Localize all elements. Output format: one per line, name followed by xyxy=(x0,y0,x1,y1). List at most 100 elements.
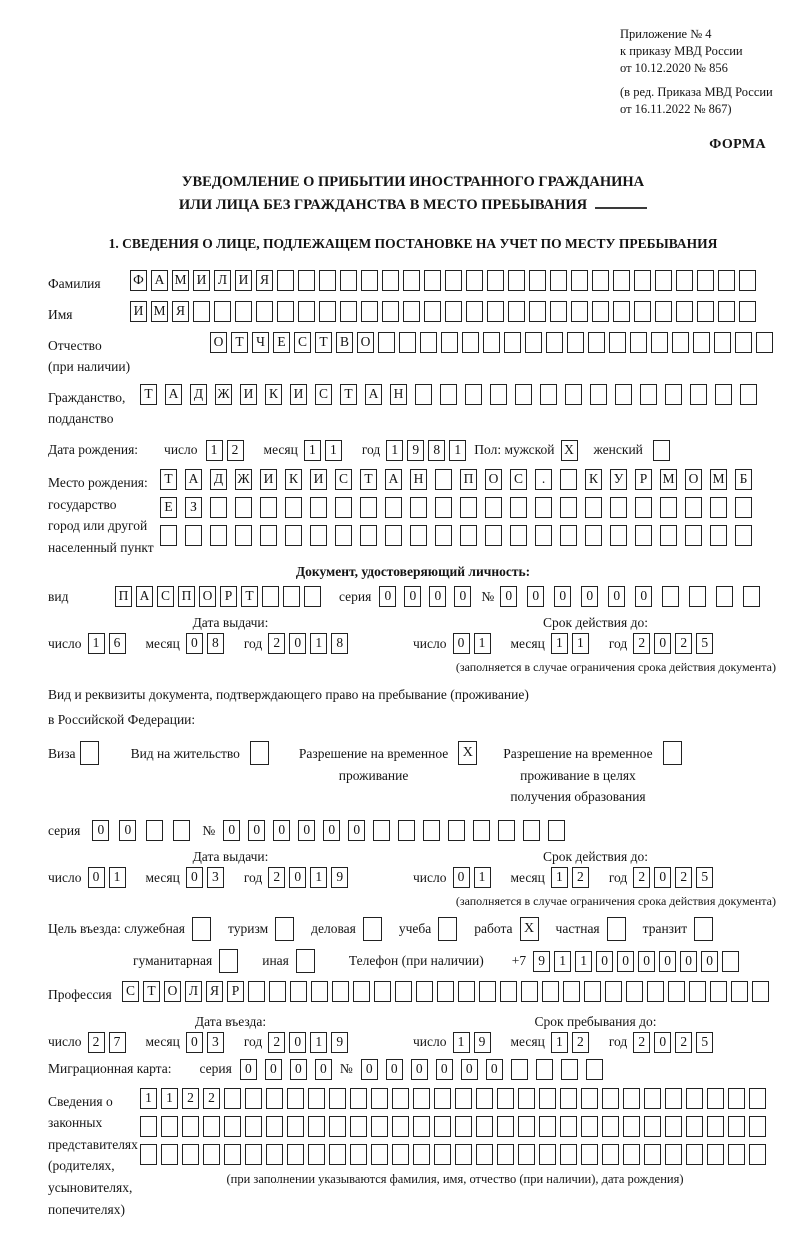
char-cell[interactable]: И xyxy=(130,300,147,322)
char-cell[interactable] xyxy=(672,331,689,353)
char-cell[interactable]: И xyxy=(193,270,210,292)
char-cell[interactable] xyxy=(277,270,294,292)
char-cell[interactable] xyxy=(752,981,769,1003)
char-cell[interactable] xyxy=(647,981,664,1003)
char-cell[interactable] xyxy=(623,1143,640,1165)
char-cell[interactable]: О xyxy=(164,981,181,1003)
char-cell[interactable]: Ж xyxy=(215,383,232,405)
char-cell[interactable] xyxy=(434,1143,451,1165)
char-cell[interactable]: 2 xyxy=(182,1087,199,1109)
char-cell[interactable] xyxy=(525,331,542,353)
char-cell[interactable] xyxy=(335,496,352,518)
char-cell[interactable]: З xyxy=(185,496,202,518)
checkbox-cell[interactable] xyxy=(694,917,714,942)
char-cell[interactable] xyxy=(382,300,399,322)
char-cell[interactable]: 2 xyxy=(203,1087,220,1109)
char-cell[interactable] xyxy=(350,1143,367,1165)
char-cell[interactable] xyxy=(235,496,252,518)
char-cell[interactable] xyxy=(329,1143,346,1165)
char-cell[interactable] xyxy=(571,300,588,322)
char-cell[interactable]: С xyxy=(315,383,332,405)
char-cell[interactable]: Р xyxy=(220,586,237,608)
char-cell[interactable]: А xyxy=(136,586,153,608)
char-cell[interactable]: 9 xyxy=(473,1031,491,1053)
char-cell[interactable] xyxy=(485,496,502,518)
char-cell[interactable]: 0 xyxy=(360,1058,378,1080)
char-cell[interactable]: 0 xyxy=(638,950,656,972)
char-cell[interactable]: А xyxy=(165,383,182,405)
char-cell[interactable] xyxy=(350,1087,367,1109)
char-cell[interactable] xyxy=(210,496,227,518)
char-cell[interactable]: Т xyxy=(360,468,377,490)
char-cell[interactable] xyxy=(710,496,727,518)
char-cell[interactable] xyxy=(287,1087,304,1109)
char-cell[interactable] xyxy=(413,1143,430,1165)
char-cell[interactable] xyxy=(479,981,496,1003)
char-cell[interactable] xyxy=(535,1058,553,1080)
purpose-study-checkbox[interactable] xyxy=(438,917,461,942)
checkbox-cell[interactable] xyxy=(662,741,682,766)
char-cell[interactable]: 0 xyxy=(680,950,698,972)
char-cell[interactable] xyxy=(651,331,668,353)
char-cell[interactable] xyxy=(485,524,502,546)
char-cell[interactable] xyxy=(660,496,677,518)
char-cell[interactable]: 2 xyxy=(268,1031,286,1053)
checkbox-cell[interactable] xyxy=(192,917,211,942)
char-cell[interactable]: Т xyxy=(241,586,258,608)
char-cell[interactable]: 0 xyxy=(608,586,626,608)
char-cell[interactable] xyxy=(245,1087,262,1109)
char-cell[interactable] xyxy=(722,950,740,972)
char-cell[interactable]: А xyxy=(151,270,168,292)
char-cell[interactable] xyxy=(735,524,752,546)
char-cell[interactable] xyxy=(728,1115,745,1137)
char-cell[interactable] xyxy=(455,1143,472,1165)
char-cell[interactable] xyxy=(256,300,273,322)
char-cell[interactable] xyxy=(665,1087,682,1109)
char-cell[interactable] xyxy=(707,1115,724,1137)
char-cell[interactable] xyxy=(540,383,557,405)
char-cell[interactable] xyxy=(523,820,541,842)
char-cell[interactable] xyxy=(665,1143,682,1165)
char-cell[interactable] xyxy=(510,1058,528,1080)
char-cell[interactable] xyxy=(581,1143,598,1165)
checkbox-cell[interactable] xyxy=(249,741,269,766)
char-cell[interactable]: 2 xyxy=(226,439,244,461)
char-cell[interactable] xyxy=(602,1087,619,1109)
char-cell[interactable] xyxy=(398,820,416,842)
char-cell[interactable]: 0 xyxy=(87,867,105,889)
char-cell[interactable]: 0 xyxy=(404,586,422,608)
char-cell[interactable] xyxy=(739,270,756,292)
char-cell[interactable] xyxy=(329,1087,346,1109)
char-cell[interactable] xyxy=(626,981,643,1003)
char-cell[interactable] xyxy=(245,1115,262,1137)
char-cell[interactable] xyxy=(715,383,732,405)
char-cell[interactable] xyxy=(689,981,706,1003)
char-cell[interactable]: 0 xyxy=(385,1058,403,1080)
char-cell[interactable] xyxy=(652,439,670,461)
char-cell[interactable] xyxy=(458,981,475,1003)
char-cell[interactable]: 0 xyxy=(454,586,472,608)
char-cell[interactable] xyxy=(707,1143,724,1165)
char-cell[interactable] xyxy=(521,981,538,1003)
char-cell[interactable] xyxy=(385,524,402,546)
char-cell[interactable] xyxy=(585,524,602,546)
char-cell[interactable]: 0 xyxy=(185,867,203,889)
char-cell[interactable] xyxy=(413,1087,430,1109)
char-cell[interactable] xyxy=(550,300,567,322)
char-cell[interactable] xyxy=(410,496,427,518)
char-cell[interactable] xyxy=(378,331,395,353)
char-cell[interactable] xyxy=(615,383,632,405)
char-cell[interactable]: О xyxy=(685,468,702,490)
char-cell[interactable]: Р xyxy=(227,981,244,1003)
char-cell[interactable] xyxy=(385,496,402,518)
char-cell[interactable] xyxy=(697,270,714,292)
